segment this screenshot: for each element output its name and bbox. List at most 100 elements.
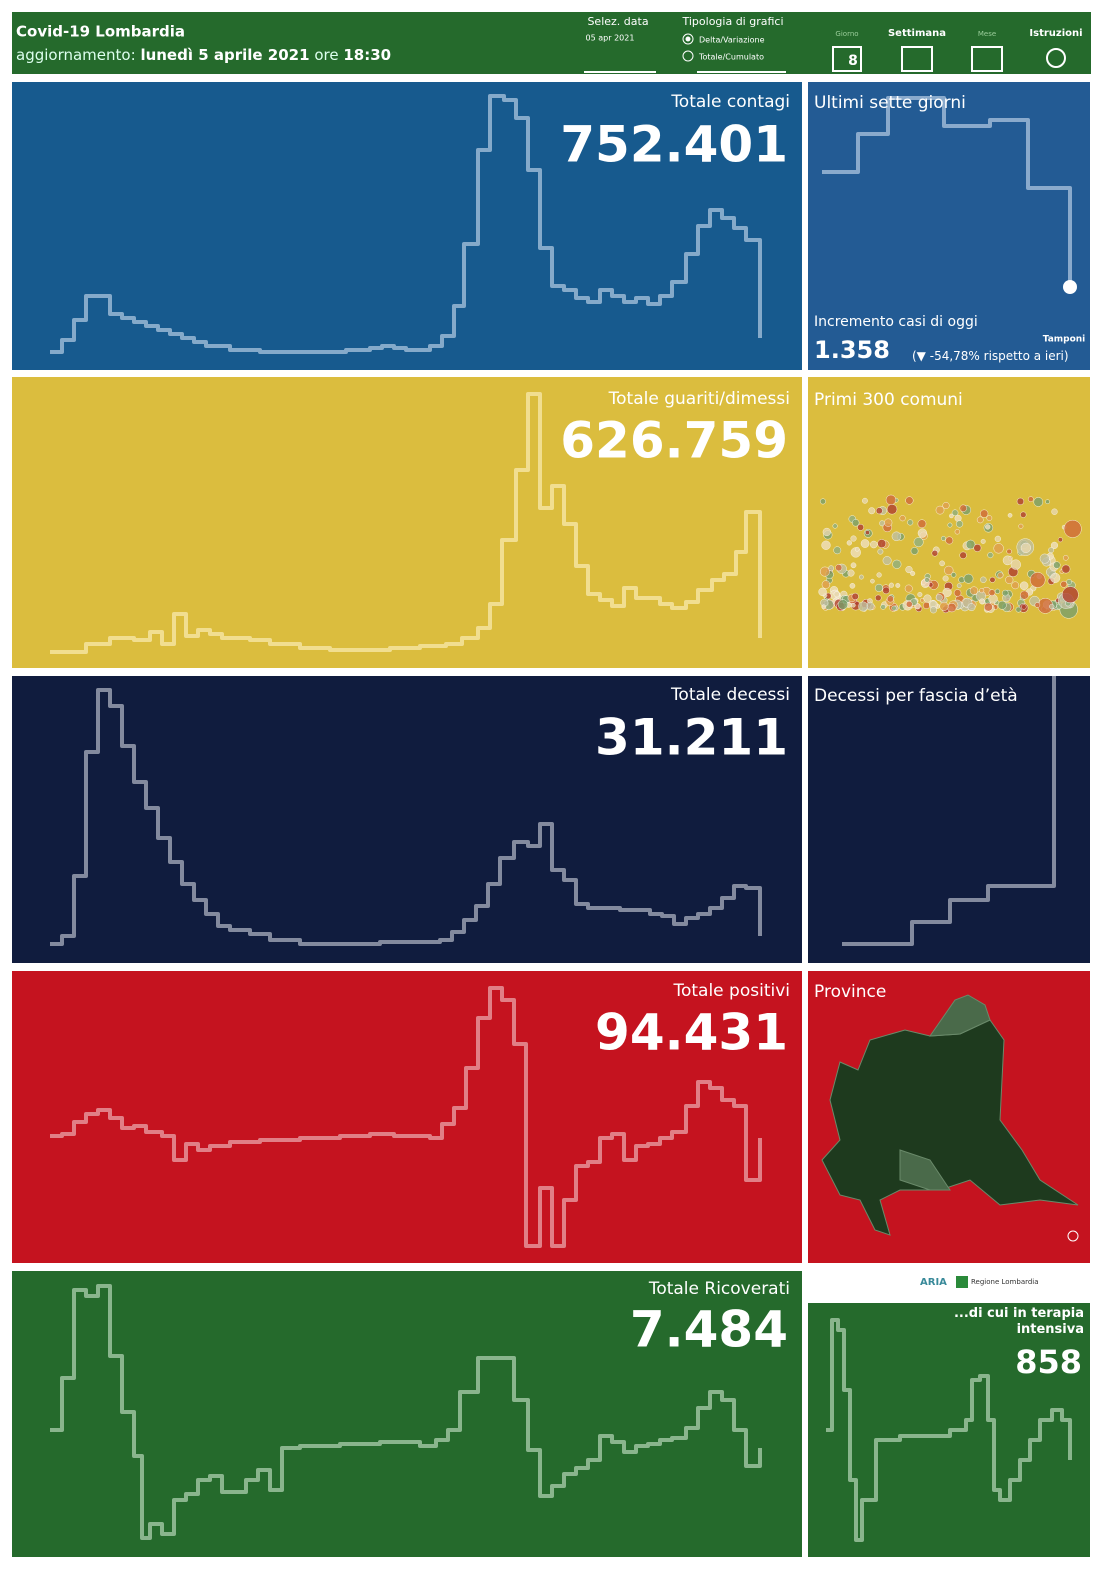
commune-dot [1006, 548, 1012, 555]
commune-dot [1018, 523, 1024, 529]
commune-dot [850, 535, 857, 542]
trend-line [50, 688, 762, 946]
panel-value: 7.484 [630, 1301, 788, 1359]
commune-dot [956, 583, 962, 589]
commune-dot [905, 565, 913, 574]
commune-dot [1061, 564, 1071, 574]
commune-dot [905, 600, 913, 608]
commune-dot [917, 528, 928, 538]
commune-dot [923, 594, 932, 603]
side-title: Decessi per fascia d’età [814, 686, 1018, 706]
commune-dot [1020, 511, 1027, 518]
commune-dot [979, 598, 986, 605]
period-button[interactable]: Giorno [835, 30, 858, 38]
panel-value: 31.211 [595, 709, 788, 767]
commune-dot [987, 552, 994, 559]
commune-dot [924, 577, 930, 583]
today-arrow: (▼ [912, 349, 927, 363]
radio[interactable] [682, 33, 694, 45]
commune-dot [1062, 555, 1069, 561]
gear-icon[interactable] [1046, 48, 1066, 68]
commune-dot [945, 536, 954, 545]
commune-dot [868, 507, 876, 515]
commune-dot [888, 582, 895, 588]
commune-dot [1011, 581, 1020, 590]
commune-dot [1019, 590, 1029, 600]
logo: Regione Lombardia [971, 1278, 1039, 1286]
commune-dot [821, 540, 831, 550]
commune-dot [954, 529, 961, 535]
panel-title: Totale decessi [670, 685, 790, 705]
date-select-value[interactable]: 05 apr 2021 [586, 34, 635, 43]
commune-dot [985, 524, 991, 530]
commune-dot [942, 502, 950, 510]
calendar-icon[interactable] [901, 46, 933, 72]
chart-type-option[interactable]: Delta/Variazione [699, 36, 765, 45]
commune-dot [885, 494, 897, 506]
commune-dot [944, 565, 954, 576]
commune-dot [980, 576, 987, 584]
today-value: 1.358 [814, 336, 890, 364]
commune-dot [959, 551, 967, 559]
trend-line [50, 392, 762, 654]
panel-texts: Totale contagi 752.401 Ultimi sette gior… [560, 92, 1085, 1381]
commune-dot [891, 605, 897, 611]
commune-dot [875, 594, 882, 602]
commune-dot [828, 565, 835, 572]
zoom-icon[interactable] [1067, 1230, 1079, 1242]
tests-label[interactable]: Tamponi [1043, 335, 1086, 345]
commune-dot [917, 591, 923, 597]
commune-dot [851, 519, 860, 527]
commune-dot [963, 573, 974, 584]
week-end-dot [1063, 280, 1077, 294]
commune-dot [1029, 572, 1046, 588]
commune-dot [821, 604, 827, 610]
commune-dot [965, 539, 976, 550]
commune-dot [882, 586, 890, 595]
commune-dot [1027, 496, 1034, 503]
commune-dot [837, 599, 849, 610]
logo-mark [956, 1276, 968, 1288]
commune-dot [939, 601, 949, 612]
date-select-label: Selez. data [587, 15, 648, 28]
commune-dot [947, 522, 953, 528]
time-label: ore [314, 46, 338, 64]
commune-dot [1060, 580, 1068, 588]
commune-dot [983, 602, 993, 612]
period-button[interactable]: Mese [978, 30, 996, 38]
commune-dot [818, 587, 827, 597]
commune-dot [1020, 542, 1031, 553]
commune-dot [1019, 581, 1029, 591]
panel [808, 377, 1090, 668]
commune-dot [857, 523, 865, 531]
commune-dot [997, 600, 1007, 610]
radio[interactable] [682, 50, 694, 62]
side-title-box: ...di cui in terapia intensiva [954, 1306, 1084, 1337]
side-title: Province [814, 982, 886, 1002]
commune-dot [994, 535, 1002, 543]
commune-dot [1050, 572, 1061, 583]
calendar-icon[interactable] [971, 46, 1003, 72]
calendar-icon[interactable] [832, 46, 862, 72]
instructions[interactable]: Istruzioni [1029, 28, 1082, 39]
panel-title: Totale positivi [672, 981, 790, 1001]
panel [808, 82, 1090, 370]
period-button[interactable]: Settimana [888, 28, 946, 39]
today-change: (▼ -54,78% rispetto a ieri) [912, 349, 1069, 363]
commune-dot [1039, 553, 1050, 564]
province-map [821, 994, 1079, 1236]
chart-type-option[interactable]: Totale/Cumulato [698, 53, 764, 62]
commune-dot [913, 537, 924, 548]
commune-dot [976, 516, 984, 524]
commune-dot [819, 566, 830, 577]
commune-dot [1051, 508, 1058, 515]
panel-value: 752.401 [560, 116, 788, 174]
commune-dot [942, 587, 952, 597]
commune-dot [858, 574, 864, 580]
radio-dot [685, 36, 691, 42]
panel [12, 971, 802, 1263]
trend-line [50, 1284, 762, 1540]
commune-dot [922, 601, 931, 610]
commune-dot [1007, 513, 1013, 518]
